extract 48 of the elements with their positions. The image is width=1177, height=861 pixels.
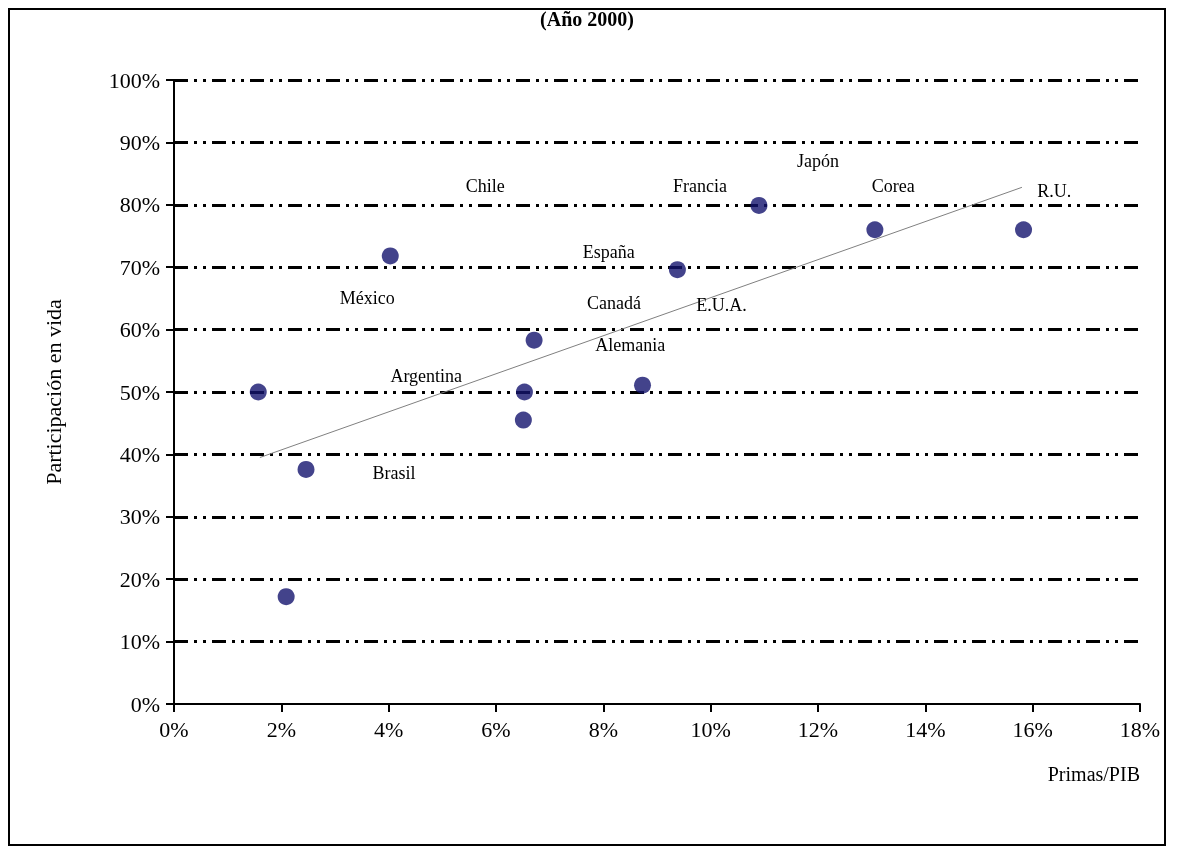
point: [634, 376, 652, 394]
point: [750, 196, 768, 214]
annotation: España: [582, 241, 635, 262]
annotation: R.U.: [1037, 181, 1072, 202]
annotation: Corea: [871, 176, 915, 197]
y-tick-label: 90%: [119, 129, 160, 155]
annotation: E.U.A.: [696, 294, 747, 315]
point: [277, 588, 295, 606]
y-tick-label: 10%: [119, 629, 160, 655]
x-tick-label: 14%: [905, 716, 946, 742]
x-tick-label: 16%: [1012, 716, 1053, 742]
y-axis-title: Participación en vida: [40, 298, 66, 485]
x-tick-label: 18%: [1119, 716, 1161, 742]
y-tick-label: 100%: [108, 67, 160, 93]
y-tick-label: 30%: [119, 504, 160, 530]
annotation: Chile: [465, 176, 505, 197]
point: [297, 460, 315, 478]
annotation: Alemania: [595, 335, 666, 356]
chart-title: (Año 2000): [540, 8, 634, 31]
annotation: Japón: [797, 151, 839, 172]
y-tick-label: 80%: [119, 192, 160, 218]
x-tick-label: 12%: [797, 716, 839, 742]
x-tick-label: 0%: [159, 716, 189, 742]
point: [1015, 221, 1033, 239]
point: [381, 247, 399, 265]
point: [515, 383, 533, 401]
annotation: Francia: [672, 176, 727, 197]
annotation: Canadá: [587, 292, 642, 313]
annotation: México: [339, 288, 395, 309]
x-tick-label: 6%: [481, 716, 511, 742]
x-tick-label: 10%: [690, 716, 731, 742]
y-tick-label: 60%: [119, 317, 160, 343]
y-tick-label: 0%: [130, 691, 160, 717]
point: [249, 383, 267, 401]
point: [514, 411, 532, 429]
annotation: Brasil: [372, 463, 416, 484]
x-axis-title: Primas/PIB: [1047, 763, 1140, 785]
y-tick-label: 50%: [119, 379, 160, 405]
point: [668, 261, 686, 279]
y-tick-label: 70%: [119, 254, 160, 280]
y-tick-label: 20%: [119, 566, 160, 592]
x-tick-label: 2%: [266, 716, 296, 742]
annotation: Argentina: [390, 366, 463, 387]
point: [866, 221, 884, 239]
point: [525, 331, 543, 349]
x-tick-label: 8%: [588, 716, 618, 742]
x-tick-label: 4%: [374, 716, 404, 742]
y-tick-label: 40%: [119, 441, 160, 467]
